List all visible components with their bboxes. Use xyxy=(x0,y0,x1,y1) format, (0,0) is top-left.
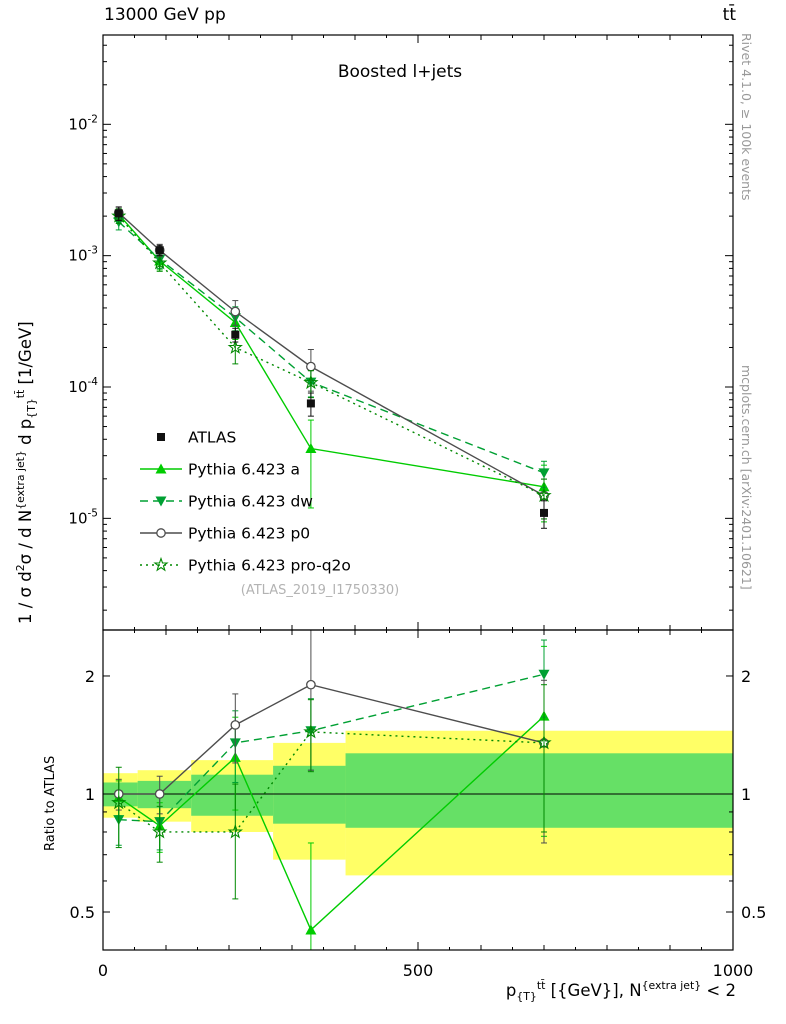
ratio-axis-label: Ratio to ATLAS xyxy=(43,755,58,851)
svg-text:500: 500 xyxy=(403,961,434,980)
legend-item-pythia-pro-q2o: Pythia 6.423 pro-q2o xyxy=(140,557,351,575)
mcplots-reference-label: mcplots.cern.ch [arXiv:2401.10621] xyxy=(739,365,754,590)
svg-text:0: 0 xyxy=(98,961,108,980)
main-series-pythia-p0 xyxy=(113,206,549,520)
svg-text:2: 2 xyxy=(85,667,95,686)
legend-item-atlas: ATLAS xyxy=(157,429,236,447)
svg-text:10-3: 10-3 xyxy=(68,245,98,265)
x-axis-label: p{T}tt̄ [{GeV}], N{extra jet} < 2 xyxy=(505,979,736,1003)
legend-item-pythia-p0: Pythia 6.423 p0 xyxy=(140,525,310,543)
svg-text:ATLAS: ATLAS xyxy=(188,429,236,447)
svg-text:2: 2 xyxy=(741,667,751,686)
main-series xyxy=(111,206,552,529)
ratio-series-pythia-pro-q2o xyxy=(111,684,552,900)
svg-text:10-5: 10-5 xyxy=(68,507,98,527)
beam-energy-label: 13000 GeV pp xyxy=(104,5,226,25)
svg-text:0.5: 0.5 xyxy=(70,903,95,922)
ratio-series xyxy=(111,630,552,950)
y-axis-label: 1 / σ d2σ / d N{extra jet} d p{T}tt̄ [1/… xyxy=(14,321,38,624)
main-series-pythia-dw xyxy=(113,214,550,488)
svg-text:10-2: 10-2 xyxy=(68,113,98,133)
plot-title: Boosted l+jets xyxy=(337,62,463,82)
main-series-pythia-pro-q2o xyxy=(111,208,552,520)
main-series-pythia-a xyxy=(113,208,550,523)
tick-labels: 10-2 10-3 10-4 10-5 2 2 1 1 0.5 0.5 0 500 1000 xyxy=(68,113,766,980)
svg-text:Pythia 6.423 p0: Pythia 6.423 p0 xyxy=(188,525,310,543)
svg-text:Pythia 6.423 dw: Pythia 6.423 dw xyxy=(188,493,313,511)
svg-text:1000: 1000 xyxy=(713,961,754,980)
svg-text:0.5: 0.5 xyxy=(741,903,766,922)
axes xyxy=(102,34,734,951)
legend-item-pythia-a: Pythia 6.423 a xyxy=(140,461,300,479)
svg-text:10-4: 10-4 xyxy=(68,376,98,396)
svg-text:Pythia 6.423 a: Pythia 6.423 a xyxy=(188,461,300,479)
main-series-atlas xyxy=(114,206,548,529)
legend-item-pythia-dw: Pythia 6.423 dw xyxy=(140,493,313,511)
process-label: tt̄ xyxy=(722,5,736,25)
ratio-uncertainty-bands xyxy=(103,730,733,876)
svg-text:Pythia 6.423 pro-q2o: Pythia 6.423 pro-q2o xyxy=(188,557,351,575)
legend: ATLAS Pythia 6.423 a Pythia 6.423 dw Pythia… xyxy=(140,429,351,575)
rivet-version-label: Rivet 4.1.0, ≥ 100k events xyxy=(739,33,754,201)
svg-text:1: 1 xyxy=(85,785,95,804)
analysis-watermark: (ATLAS_2019_I1750330) xyxy=(240,583,400,598)
svg-text:1: 1 xyxy=(741,785,751,804)
